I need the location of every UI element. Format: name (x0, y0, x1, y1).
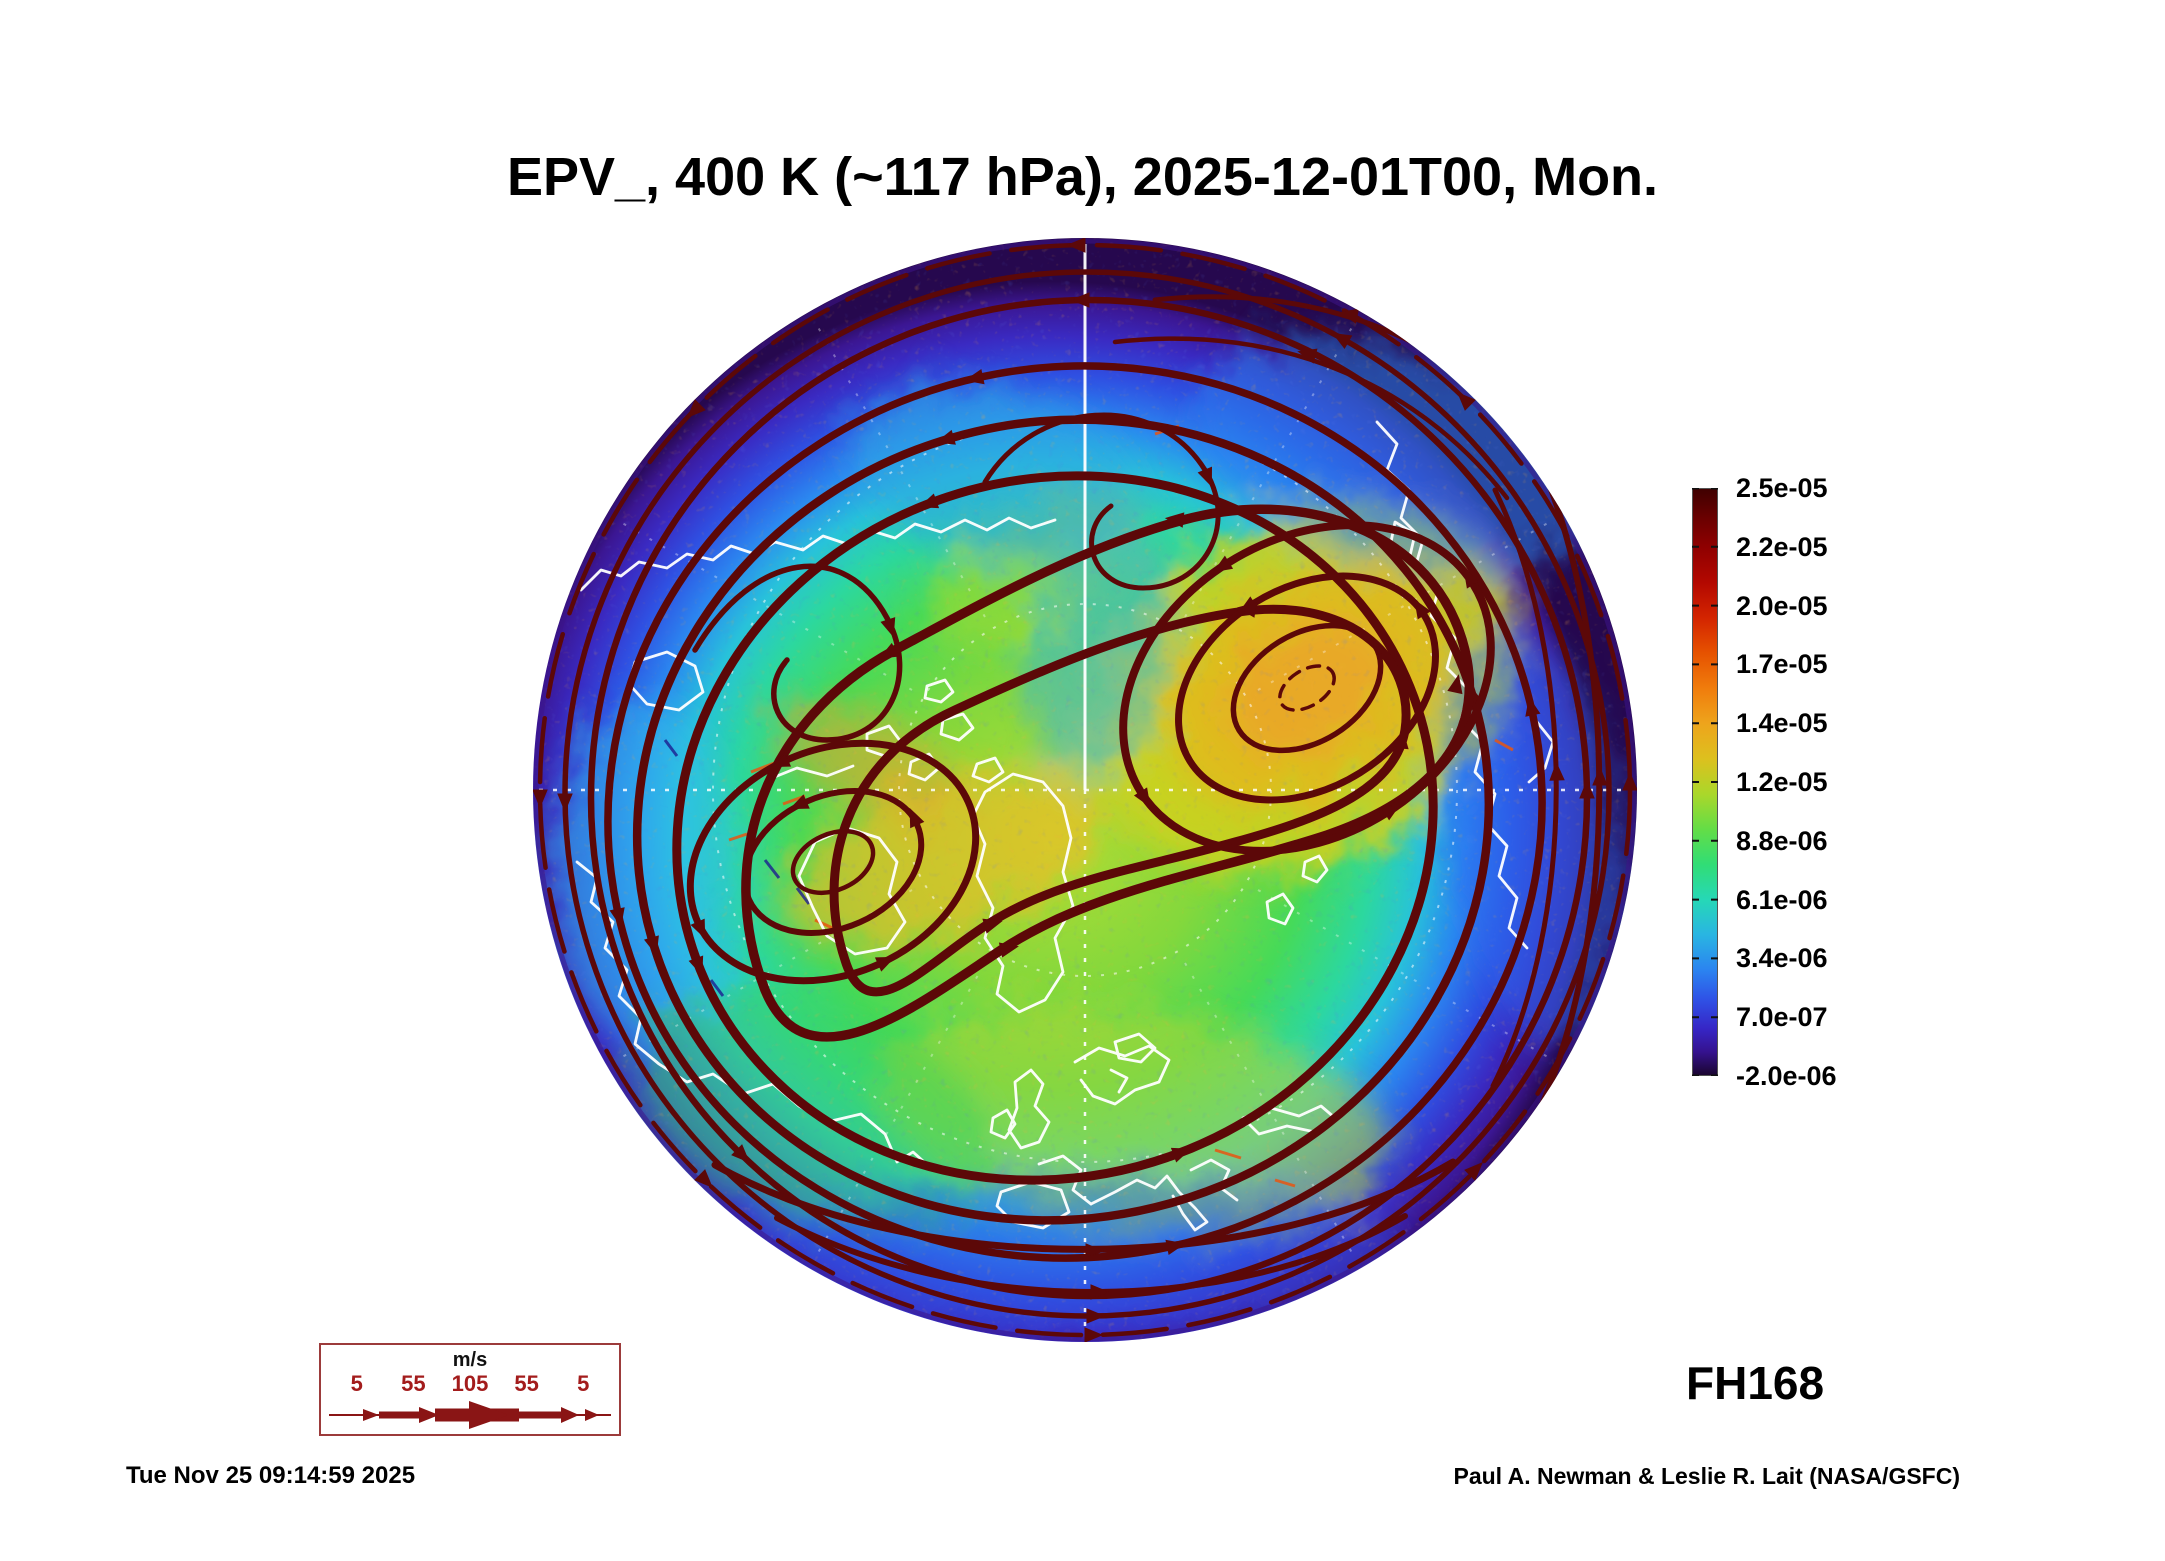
colorbar-tick-label: 7.0e-07 (1736, 1002, 1828, 1032)
wind-speed-label: 55 (401, 1371, 426, 1396)
colorbar-tick-label: 1.4e-05 (1736, 708, 1828, 738)
wind-speed-arrow-icon (329, 1401, 611, 1429)
colorbar-tick-label: 2.2e-05 (1736, 532, 1828, 562)
wind-speed-label: 55 (514, 1371, 539, 1396)
graticule (539, 244, 1631, 1336)
wind-speed-legend: m/s 5 55 105 55 5 (319, 1343, 621, 1436)
wind-speed-label: 5 (350, 1371, 363, 1396)
polar-map (533, 238, 1637, 1342)
colorbar-tick-label: 8.8e-06 (1736, 826, 1828, 856)
wind-speed-label: 105 (451, 1371, 489, 1396)
colorbar-tick-label: 3.4e-06 (1736, 943, 1828, 973)
page-title: EPV_, 400 K (~117 hPa), 2025-12-01T00, M… (506, 147, 1659, 207)
wind-streamlines (533, 238, 1637, 1342)
forecast-hour-label: FH168 (1686, 1357, 1825, 1409)
credit-text: Paul A. Newman & Leslie R. Lait (NASA/GS… (1453, 1463, 1960, 1489)
cool-streaks (663, 739, 811, 997)
colorbar-tick-label: -2.0e-06 (1736, 1061, 1837, 1091)
colorbar (1692, 488, 1718, 1076)
colorbar-tick-label: 2.0e-05 (1736, 591, 1828, 621)
wind-unit-label: m/s (452, 1349, 488, 1371)
colorbar-labels: 2.5e-05 2.2e-05 2.0e-05 1.7e-05 1.4e-05 … (1736, 473, 1956, 1091)
colorbar-tick-label: 1.7e-05 (1736, 649, 1828, 679)
colorbar-ticks (1692, 488, 1718, 1076)
colorbar-tick-label: 1.2e-05 (1736, 767, 1828, 797)
colorbar-tick-label: 6.1e-06 (1736, 885, 1828, 915)
colorbar-tick-label: 2.5e-05 (1736, 473, 1828, 503)
wind-speed-label: 5 (577, 1371, 590, 1396)
coastlines (575, 420, 1555, 1232)
creation-timestamp: Tue Nov 25 09:14:59 2025 (126, 1462, 416, 1489)
